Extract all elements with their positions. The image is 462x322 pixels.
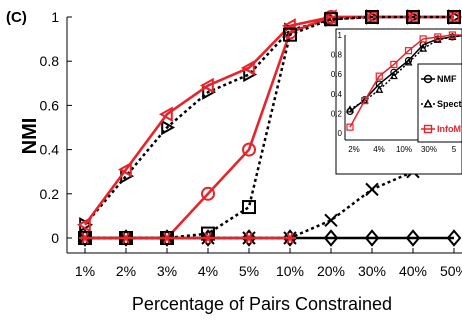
data-point [241, 229, 257, 247]
inset-data-point [404, 58, 413, 66]
data-point [447, 10, 461, 24]
data-point [202, 232, 214, 244]
y-axis-title: NMI [19, 118, 41, 155]
x-tick-label: 4% [198, 263, 218, 279]
data-point [365, 10, 379, 24]
x-tick-label: 40% [399, 263, 427, 279]
data-point [324, 12, 338, 27]
data-point [284, 232, 296, 244]
inset-series-2 [346, 31, 462, 131]
main-plot: 0 0.2 0.4 0.6 0.8 1 1% 2% 3% 4% 5% 10% 20% 30% 40% 50% [40, 9, 462, 279]
y-tick-label: 1 [51, 9, 59, 25]
inset-data-point [346, 123, 354, 131]
data-point [77, 229, 93, 247]
data-point [364, 229, 380, 247]
legend-label: Spectr [437, 99, 462, 109]
inset-data-point [361, 97, 369, 105]
inset-x-tick-label: 30% [421, 145, 437, 154]
inset-data-point [345, 105, 355, 113]
data-point [118, 229, 134, 247]
x-tick-label: 10% [276, 263, 304, 279]
legend-label: NMF [437, 74, 457, 84]
y-tick-label: 0.4 [40, 142, 60, 158]
data-point [323, 229, 339, 247]
data-point [240, 60, 255, 76]
inset-data-point [390, 60, 398, 69]
data-point [76, 217, 91, 233]
inset-data-point [404, 56, 413, 65]
x-tick-label: 20% [317, 263, 345, 279]
inset-data-point [419, 35, 427, 43]
x-tick-label: 50% [440, 263, 462, 279]
y-tick-label: 0 [51, 230, 59, 246]
data-point [324, 213, 338, 228]
data-point [282, 229, 298, 247]
inset-data-point [448, 31, 456, 39]
inset-x-tick-label: 2% [348, 145, 360, 154]
data-point [159, 229, 175, 247]
x-axis-title: Percentage of Pairs Constrained [132, 294, 392, 314]
inset-legend: NMF Spectr InfoMa [417, 63, 462, 143]
inset-data-point [419, 44, 428, 52]
x-tick-label: 1% [75, 263, 95, 279]
data-point [242, 200, 256, 215]
inset-y-tick-label: 0.6 [331, 70, 343, 79]
inset-data-point [360, 96, 369, 104]
x-tick-label: 30% [358, 263, 386, 279]
inset-data-point [390, 68, 398, 76]
inset-y-tick-label: 1 [338, 31, 343, 40]
data-point [405, 229, 421, 247]
panel-label: (C) [6, 9, 27, 26]
inset-data-point [375, 72, 383, 80]
data-point [120, 232, 132, 244]
data-point [243, 232, 255, 244]
inset-data-point [404, 47, 413, 55]
inset-chart: 0 0.2 0.4 0.6 0.8 1 2% 4% 10% 30% 5 NMF Spectr InfoMa [331, 28, 462, 175]
data-point [283, 27, 297, 42]
data-point [201, 186, 215, 201]
data-point [365, 182, 379, 197]
data-point [117, 161, 132, 178]
series-6 [79, 232, 296, 244]
y-tick-label: 0.6 [40, 97, 60, 113]
x-tick-label: 3% [157, 263, 177, 279]
data-point [161, 119, 176, 136]
inset-data-point [389, 71, 398, 80]
data-point [79, 232, 91, 244]
inset-y-tick-label: 0.2 [331, 109, 343, 118]
legend-marker [423, 124, 433, 134]
legend-marker [423, 74, 433, 84]
inset-y-tick-label: 0 [338, 129, 343, 138]
data-point [200, 229, 216, 247]
inset-y-tick-label: 0.8 [331, 51, 343, 60]
inset-data-point [434, 33, 442, 41]
inset-series-line [349, 34, 462, 128]
inset-data-point [448, 32, 457, 40]
data-point [158, 106, 173, 122]
series-line [85, 163, 455, 240]
legend-marker [423, 99, 433, 108]
inset-x-tick-label: 10% [396, 145, 412, 154]
data-point [445, 9, 460, 25]
y-tick-label: 0.2 [40, 186, 60, 202]
x-tick-label: 5% [239, 263, 259, 279]
data-point [199, 77, 214, 94]
inset-y-tick-label: 0.4 [331, 90, 343, 99]
inset-series-1 [345, 32, 462, 113]
inset-data-point [375, 85, 384, 93]
y-tick-label: 0.8 [40, 53, 60, 69]
data-point [406, 10, 420, 24]
legend-label: InfoMa [437, 124, 462, 134]
data-point [161, 232, 173, 244]
data-point [446, 229, 462, 247]
x-tick-label: 2% [116, 263, 136, 279]
inset-x-tick-label: 5 [452, 145, 457, 154]
data-point [242, 142, 256, 157]
inset-x-tick-label: 4% [373, 145, 385, 154]
